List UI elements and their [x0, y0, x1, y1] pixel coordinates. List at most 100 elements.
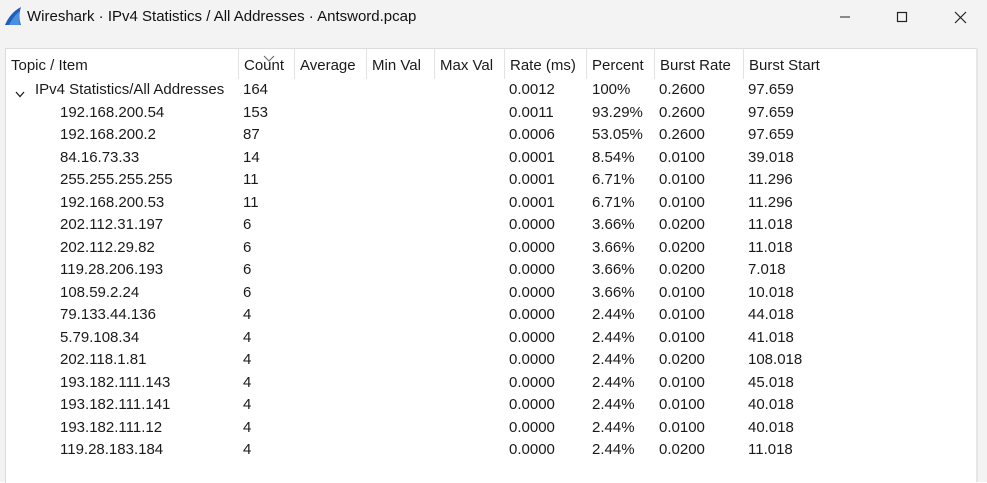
burst-start-cell: 40.018: [748, 396, 794, 413]
address-cell: 193.182.111.141: [60, 396, 171, 413]
burst-start-cell: 11.018: [748, 441, 793, 458]
table-row[interactable]: 193.182.111.143 4 0.0000 2.44% 0.0100 45…: [6, 372, 977, 395]
rate-cell: 0.0000: [509, 283, 555, 301]
column-header-count[interactable]: Count: [239, 49, 295, 79]
chevron-down-icon[interactable]: [15, 85, 25, 103]
column-header-min-val[interactable]: Min Val: [367, 49, 435, 79]
column-header-burst-rate[interactable]: Burst Rate: [655, 49, 744, 79]
rate-cell: 0.0006: [509, 126, 555, 143]
table-row[interactable]: 119.28.183.184 4 0.0000 2.44% 0.0200 11.…: [6, 439, 977, 462]
wireshark-fin-icon: [4, 6, 22, 26]
table-row[interactable]: 193.182.111.141 4 0.0000 2.44% 0.0100 40…: [6, 394, 977, 417]
percent-cell: 8.54%: [592, 148, 635, 166]
table-row[interactable]: 192.168.200.2 87 0.0006 53.05% 0.2600 97…: [6, 124, 977, 147]
percent-cell: 6.71%: [592, 193, 635, 211]
rate-cell: 0.0001: [509, 148, 555, 166]
burst-start-cell: 11.296: [748, 171, 793, 188]
count-cell: 4: [243, 418, 252, 436]
address-cell: 5.79.108.34: [60, 328, 140, 346]
table-row[interactable]: 193.182.111.12 4 0.0000 2.44% 0.0100 40.…: [6, 417, 977, 440]
table-row[interactable]: 5.79.108.34 4 0.0000 2.44% 0.0100 41.018: [6, 327, 977, 350]
percent-cell: 2.44%: [592, 373, 635, 391]
column-header-burst-start[interactable]: Burst Start: [749, 57, 820, 74]
window-title: Wireshark · IPv4 Statistics / All Addres…: [27, 8, 417, 25]
table-row[interactable]: 255.255.255.255 11 0.0001 6.71% 0.0100 1…: [6, 169, 977, 192]
maximize-icon: [896, 11, 908, 23]
sort-descending-icon: [263, 49, 275, 67]
tree-parent-row[interactable]: IPv4 Statistics/All Addresses 164 0.0012…: [6, 79, 977, 102]
column-header-rate[interactable]: Rate (ms): [505, 49, 587, 79]
burst-start-cell: 40.018: [748, 418, 794, 436]
column-header-topic[interactable]: Topic / Item: [6, 49, 239, 79]
burst-start-cell: 45.018: [748, 373, 794, 391]
close-button[interactable]: [937, 0, 983, 34]
address-cell: 255.255.255.255: [60, 171, 173, 188]
address-cell: 119.28.206.193: [60, 261, 164, 278]
burst-rate-cell: 0.0100: [659, 396, 705, 413]
burst-rate-cell: 0.0200: [659, 238, 705, 256]
rate-cell: 0.0000: [509, 373, 555, 391]
burst-rate-cell: 0.0100: [659, 418, 705, 436]
table-row[interactable]: 119.28.206.193 6 0.0000 3.66% 0.0200 7.0…: [6, 259, 977, 282]
burst-rate-cell: 0.0100: [659, 283, 705, 301]
percent-cell: 2.44%: [592, 441, 635, 458]
rate-cell: 0.0000: [509, 306, 555, 323]
minimize-icon: [840, 16, 850, 18]
percent-cell: 2.44%: [592, 328, 635, 346]
burst-start-cell: 108.018: [748, 351, 803, 368]
percent-cell: 53.05%: [592, 126, 643, 143]
rate-cell: 0.0000: [509, 418, 555, 436]
table-row[interactable]: 202.118.1.81 4 0.0000 2.44% 0.0200 108.0…: [6, 349, 977, 372]
burst-rate-cell: 0.0200: [659, 441, 705, 458]
table-row[interactable]: 192.168.200.54 153 0.0011 93.29% 0.2600 …: [6, 102, 977, 125]
stats-tree-table[interactable]: Topic / Item Count Average Min Val Max V…: [5, 48, 977, 483]
percent-cell: 3.66%: [592, 261, 635, 278]
table-row[interactable]: 108.59.2.24 6 0.0000 3.66% 0.0100 10.018: [6, 282, 977, 305]
count-cell: 14: [243, 148, 260, 166]
tree-rows: IPv4 Statistics/All Addresses 164 0.0012…: [6, 79, 977, 462]
parent-percent: 100%: [592, 81, 631, 98]
burst-rate-cell: 0.0200: [659, 351, 705, 368]
percent-cell: 2.44%: [592, 418, 635, 436]
table-row[interactable]: 202.112.31.197 6 0.0000 3.66% 0.0200 11.…: [6, 214, 977, 237]
parent-topic-label: IPv4 Statistics/All Addresses: [35, 81, 225, 98]
address-cell: 202.112.29.82: [60, 238, 155, 256]
address-cell: 119.28.183.184: [60, 441, 164, 458]
burst-start-cell: 97.659: [748, 126, 794, 143]
burst-start-cell: 44.018: [748, 306, 794, 323]
count-cell: 6: [243, 216, 252, 233]
address-cell: 84.16.73.33: [60, 148, 140, 166]
burst-rate-cell: 0.0100: [659, 373, 705, 391]
percent-cell: 2.44%: [592, 306, 635, 323]
column-header-max-val[interactable]: Max Val: [435, 49, 505, 79]
column-header-average[interactable]: Average: [295, 49, 367, 79]
burst-start-cell: 39.018: [748, 148, 794, 166]
percent-cell: 3.66%: [592, 238, 635, 256]
percent-cell: 6.71%: [592, 171, 635, 188]
table-row[interactable]: 84.16.73.33 14 0.0001 8.54% 0.0100 39.01…: [6, 147, 977, 170]
rate-cell: 0.0000: [509, 328, 555, 346]
burst-rate-cell: 0.0100: [659, 148, 705, 166]
percent-cell: 2.44%: [592, 351, 635, 368]
rate-cell: 0.0000: [509, 238, 555, 256]
rate-cell: 0.0001: [509, 193, 555, 211]
count-cell: 6: [243, 283, 252, 301]
table-row[interactable]: 202.112.29.82 6 0.0000 3.66% 0.0200 11.0…: [6, 237, 977, 260]
table-row[interactable]: 192.168.200.53 11 0.0001 6.71% 0.0100 11…: [6, 192, 977, 215]
address-cell: 202.112.31.197: [60, 216, 164, 233]
minimize-button[interactable]: [822, 0, 868, 34]
percent-cell: 3.66%: [592, 283, 635, 301]
parent-rate: 0.0012: [509, 81, 555, 98]
maximize-button[interactable]: [879, 0, 925, 34]
table-row[interactable]: 79.133.44.136 4 0.0000 2.44% 0.0100 44.0…: [6, 304, 977, 327]
burst-rate-cell: 0.0200: [659, 261, 705, 278]
burst-start-cell: 11.296: [748, 193, 793, 211]
rate-cell: 0.0000: [509, 351, 555, 368]
burst-rate-cell: 0.2600: [659, 103, 705, 121]
title-bar[interactable]: Wireshark · IPv4 Statistics / All Addres…: [0, 0, 987, 34]
burst-rate-cell: 0.0100: [659, 171, 705, 188]
count-cell: 4: [243, 306, 252, 323]
column-header-percent[interactable]: Percent: [587, 49, 655, 79]
address-cell: 79.133.44.136: [60, 306, 156, 323]
address-cell: 192.168.200.53: [60, 193, 165, 211]
